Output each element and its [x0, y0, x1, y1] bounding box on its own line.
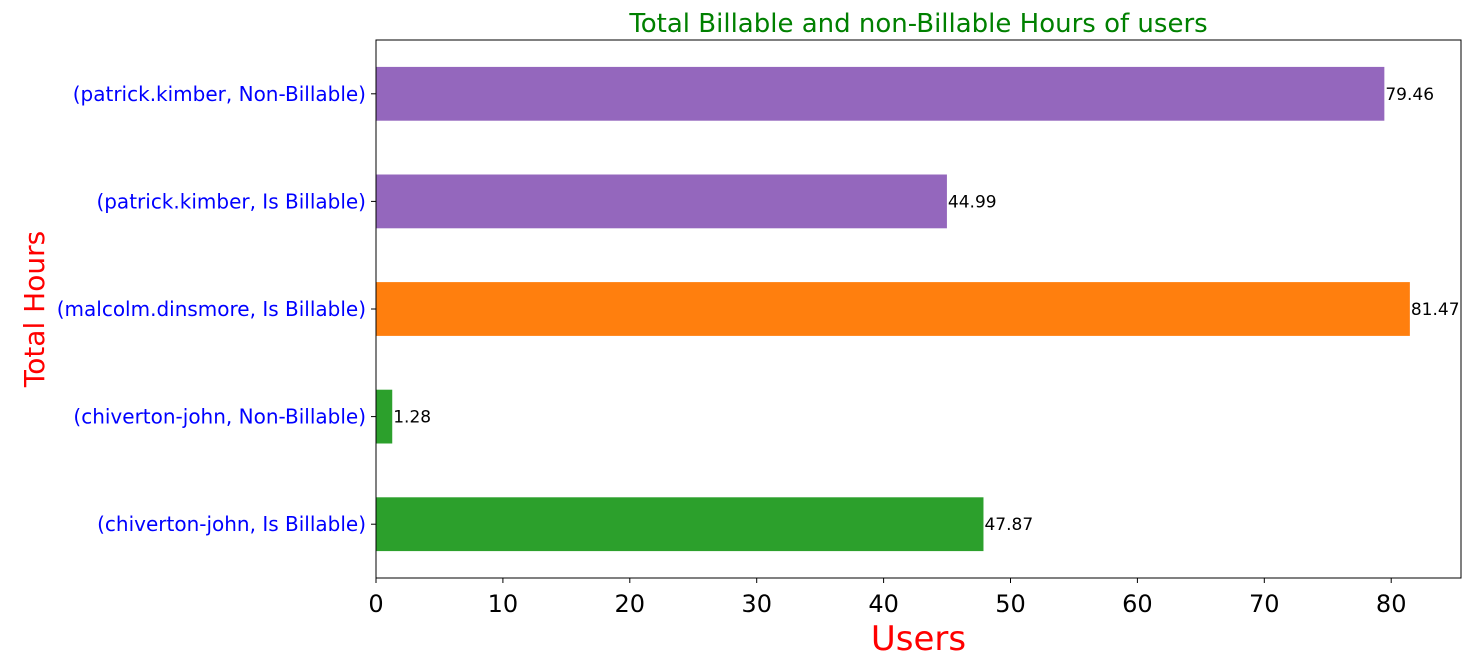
y-axis-ticks: (chiverton-john, Is Billable) (chiverton-… [57, 82, 376, 536]
x-tick-label: 10 [488, 590, 519, 618]
y-tick-label: (patrick.kimber, Is Billable) [96, 189, 366, 213]
bar [376, 497, 984, 552]
bar [376, 66, 1385, 121]
bars-group [376, 66, 1410, 552]
y-tick-label: (malcolm.dinsmore, Is Billable) [57, 297, 366, 321]
y-tick-label: (chiverton-john, Is Billable) [97, 512, 366, 536]
x-axis-label: Users [871, 619, 966, 659]
data-label: 44.99 [948, 192, 997, 212]
bar [376, 174, 947, 229]
data-label: 1.28 [393, 408, 431, 428]
x-tick-label: 60 [1122, 590, 1153, 618]
x-tick-label: 50 [995, 590, 1026, 618]
x-tick-label: 20 [615, 590, 646, 618]
x-tick-label: 40 [868, 590, 899, 618]
bar [376, 389, 393, 444]
data-label: 81.47 [1411, 300, 1460, 320]
bar [376, 282, 1410, 336]
data-label: 47.87 [984, 515, 1033, 535]
x-tick-label: 30 [741, 590, 772, 618]
y-tick-label: (chiverton-john, Non-Billable) [73, 405, 366, 429]
x-axis-ticks: 0 10 20 30 40 50 60 70 80 [368, 578, 1406, 618]
y-axis-label: Total Hours [18, 231, 51, 388]
data-label: 79.46 [1385, 85, 1434, 105]
x-tick-label: 70 [1249, 590, 1280, 618]
plot-area-frame [375, 39, 1462, 579]
x-tick-label: 80 [1376, 590, 1407, 618]
chart-title: Total Billable and non-Billable Hours of… [628, 9, 1207, 39]
x-tick-label: 0 [368, 590, 383, 618]
y-tick-label: (patrick.kimber, Non-Billable) [73, 82, 366, 106]
data-labels-group: 47.87 1.28 81.47 44.99 79.46 [393, 85, 1459, 535]
